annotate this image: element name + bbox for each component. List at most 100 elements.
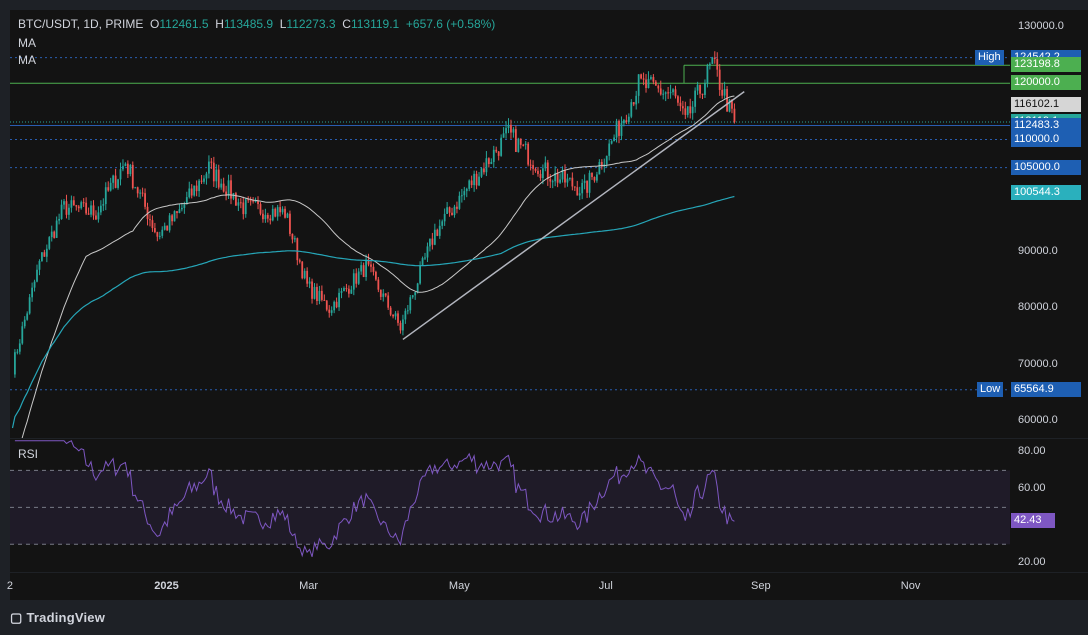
candle-body[interactable] <box>266 214 269 219</box>
candle-body[interactable] <box>505 128 507 134</box>
ma-indicator-label-2[interactable]: MA <box>18 53 36 67</box>
candle-body[interactable] <box>139 192 142 194</box>
candle-body[interactable] <box>377 279 380 290</box>
candle-body[interactable] <box>632 102 635 105</box>
candle-body[interactable] <box>485 158 488 173</box>
candle-body[interactable] <box>242 202 245 215</box>
candle-body[interactable] <box>627 116 630 122</box>
candle-body[interactable] <box>365 259 367 277</box>
candle-body[interactable] <box>618 120 620 136</box>
rsi-chart-svg[interactable] <box>10 439 1010 572</box>
candle-body[interactable] <box>470 180 473 186</box>
price-chart-svg[interactable] <box>10 10 1010 438</box>
candle-body[interactable] <box>623 120 625 124</box>
candle-body[interactable] <box>588 172 591 193</box>
trend-line[interactable] <box>402 91 745 341</box>
candle-body[interactable] <box>392 314 394 317</box>
candle-body[interactable] <box>114 175 117 188</box>
candle-body[interactable] <box>296 238 299 261</box>
candle-body[interactable] <box>63 201 65 205</box>
candle-body[interactable] <box>235 193 237 206</box>
candle-body[interactable] <box>433 229 436 245</box>
candle-body[interactable] <box>254 200 257 202</box>
candle-body[interactable] <box>664 92 667 94</box>
candle-body[interactable] <box>276 207 279 217</box>
candle-body[interactable] <box>475 173 478 186</box>
candle-body[interactable] <box>490 161 493 165</box>
candle-body[interactable] <box>458 195 461 209</box>
candle-body[interactable] <box>659 88 662 95</box>
candle-body[interactable] <box>269 218 272 221</box>
candle-body[interactable] <box>220 183 223 188</box>
candle-body[interactable] <box>460 195 463 197</box>
rsi-pane[interactable] <box>10 439 1010 572</box>
candle-body[interactable] <box>404 310 407 320</box>
candle-body[interactable] <box>650 77 652 79</box>
candle-body[interactable] <box>45 248 48 257</box>
candle-body[interactable] <box>68 207 70 215</box>
candle-body[interactable] <box>340 291 343 293</box>
candle-body[interactable] <box>126 163 129 175</box>
candle-body[interactable] <box>185 197 188 205</box>
candle-body[interactable] <box>718 69 721 90</box>
rsi-indicator-label[interactable]: RSI <box>18 447 39 461</box>
candle-body[interactable] <box>630 102 633 117</box>
candle-body[interactable] <box>252 200 255 202</box>
candle-body[interactable] <box>387 295 390 308</box>
candle-body[interactable] <box>681 106 684 109</box>
candle-body[interactable] <box>320 290 323 300</box>
candle-body[interactable] <box>642 78 645 80</box>
candle-body[interactable] <box>122 166 124 170</box>
price-pane[interactable] <box>10 10 1010 438</box>
candle-body[interactable] <box>28 297 31 314</box>
candle-body[interactable] <box>151 220 154 229</box>
candle-body[interactable] <box>262 213 264 220</box>
candle-body[interactable] <box>131 164 134 188</box>
candle-body[interactable] <box>87 213 90 215</box>
candle-body[interactable] <box>686 106 689 115</box>
candle-body[interactable] <box>524 143 527 145</box>
candle-body[interactable] <box>507 124 510 129</box>
candle-body[interactable] <box>72 200 75 206</box>
candle-body[interactable] <box>591 172 593 177</box>
candle-body[interactable] <box>355 273 358 284</box>
candle-body[interactable] <box>26 313 29 320</box>
candle-body[interactable] <box>208 161 210 174</box>
candle-body[interactable] <box>129 164 132 175</box>
candle-body[interactable] <box>161 229 164 236</box>
candle-body[interactable] <box>645 79 647 88</box>
candle-body[interactable] <box>615 120 618 138</box>
candle-body[interactable] <box>117 179 119 188</box>
candle-body[interactable] <box>178 209 181 213</box>
candle-body[interactable] <box>80 202 83 209</box>
candle-body[interactable] <box>274 208 277 217</box>
candle-body[interactable] <box>212 162 215 182</box>
candle-body[interactable] <box>679 102 682 107</box>
candle-body[interactable] <box>598 161 601 175</box>
candle-body[interactable] <box>23 319 26 327</box>
candle-body[interactable] <box>316 286 318 302</box>
candle-body[interactable] <box>596 174 598 181</box>
candle-body[interactable] <box>343 288 345 292</box>
symbol-title[interactable]: BTC/USDT, 1D, PRIME <box>18 17 144 31</box>
candle-body[interactable] <box>31 287 34 298</box>
candle-body[interactable] <box>674 89 677 97</box>
candle-body[interactable] <box>92 205 95 216</box>
candle-body[interactable] <box>426 246 429 258</box>
candle-body[interactable] <box>517 138 520 152</box>
candle-body[interactable] <box>721 89 724 96</box>
candle-body[interactable] <box>713 57 716 60</box>
candle-body[interactable] <box>492 149 495 162</box>
candle-body[interactable] <box>313 286 316 299</box>
candle-body[interactable] <box>546 162 549 180</box>
tradingview-brand[interactable]: ▢ TradingView <box>10 610 105 626</box>
candle-body[interactable] <box>625 120 628 122</box>
candle-body[interactable] <box>667 92 670 94</box>
candle-body[interactable] <box>362 265 365 277</box>
candle-body[interactable] <box>571 177 574 187</box>
candle-body[interactable] <box>166 225 169 231</box>
candle-body[interactable] <box>257 200 259 205</box>
candle-body[interactable] <box>669 92 672 94</box>
candle-body[interactable] <box>568 177 571 179</box>
candle-body[interactable] <box>180 207 183 210</box>
